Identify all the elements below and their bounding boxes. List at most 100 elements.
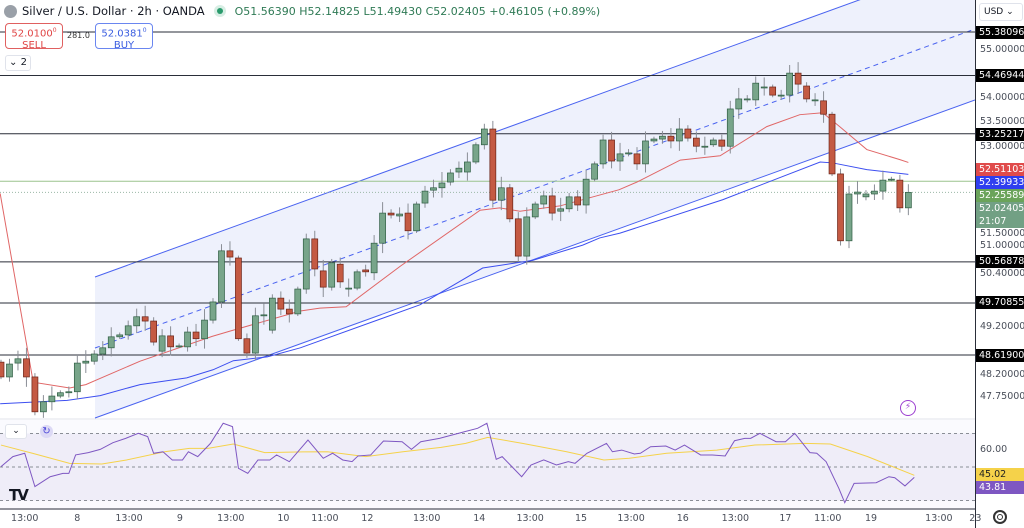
sell-button[interactable]: 52.01000 SELL xyxy=(5,23,63,51)
candle xyxy=(31,373,39,416)
settings-gear-icon[interactable] xyxy=(993,510,1007,524)
candle-body-down xyxy=(837,173,844,242)
candle xyxy=(794,62,802,95)
indicator-price-badge: 52.25589 xyxy=(976,188,1024,202)
candle xyxy=(269,294,276,334)
price-axis[interactable]: USD ⌄ 55.00000 54.00000 53.50000 53.00000 51… xyxy=(975,0,1024,528)
rsi-tick-label: 60.00 xyxy=(980,444,1008,456)
candle xyxy=(582,169,590,214)
candle xyxy=(421,185,429,208)
rsi-line xyxy=(0,422,915,504)
candle xyxy=(0,359,5,380)
candle-body-up xyxy=(328,262,336,288)
candle xyxy=(676,118,683,151)
candle-body-down xyxy=(684,128,692,139)
candle-body-up xyxy=(345,287,353,290)
candle xyxy=(854,181,861,204)
symbol-title[interactable]: Silver / U.S. Dollar · 2h · OANDA xyxy=(22,4,205,18)
candle xyxy=(565,193,573,213)
candle-body-up xyxy=(73,362,81,393)
time-tick-label: 8 xyxy=(74,513,81,524)
candle xyxy=(616,142,624,171)
candle-body-up xyxy=(701,145,709,148)
channel-lower-line[interactable] xyxy=(94,99,975,419)
price-tick-label: 54.00000 xyxy=(980,91,1024,103)
candle-body-down xyxy=(277,297,285,310)
candle-body-up xyxy=(845,193,853,242)
candle-body-down xyxy=(362,269,369,273)
rsi-ma-badge: 45.02 xyxy=(976,468,1024,482)
buy-button[interactable]: 52.03810 BUY xyxy=(95,23,153,51)
candle xyxy=(430,179,437,198)
refresh-icon[interactable]: ↻ xyxy=(40,425,53,438)
candle xyxy=(820,91,827,123)
level-price-badge: 53.25217 xyxy=(976,127,1024,141)
candle-body-down xyxy=(311,238,319,270)
price-tick-label: 51.50000 xyxy=(980,227,1024,239)
candle-body-down xyxy=(608,139,615,162)
candle xyxy=(82,350,90,373)
candle xyxy=(803,82,810,103)
candle xyxy=(879,170,887,200)
currency-dropdown[interactable]: USD ⌄ xyxy=(979,3,1023,21)
candle-body-up xyxy=(760,86,768,89)
candle-body-down xyxy=(769,86,777,96)
candle xyxy=(693,131,700,153)
candle-body-up xyxy=(413,203,420,232)
candle xyxy=(285,299,293,323)
level-price-badge: 49.70855 xyxy=(976,296,1024,310)
candle-body-down xyxy=(514,218,522,257)
lightning-icon[interactable]: ⚡ xyxy=(900,400,916,416)
candle-body-up xyxy=(57,392,64,397)
channel-upper-line[interactable] xyxy=(94,0,975,278)
candle-body-down xyxy=(226,250,234,258)
candle-body-up xyxy=(90,353,98,362)
candle xyxy=(828,111,836,177)
candle xyxy=(540,190,548,209)
candle-body-up xyxy=(294,288,302,315)
candle xyxy=(260,303,268,325)
candle xyxy=(464,152,471,181)
candle-body-up xyxy=(455,167,463,173)
ema-line xyxy=(0,112,909,389)
candle xyxy=(413,201,420,233)
time-tick-label: 13:00 xyxy=(721,513,750,524)
candle xyxy=(871,184,878,201)
candle-body-down xyxy=(31,376,39,413)
candle xyxy=(362,264,369,277)
candle-body-up xyxy=(370,242,378,274)
candle xyxy=(625,149,632,157)
candle-body-up xyxy=(260,314,268,317)
candle-body-up xyxy=(438,182,446,189)
candle-body-down xyxy=(167,335,174,348)
candle-body-up xyxy=(709,139,717,146)
price-tick-label: 48.20000 xyxy=(980,369,1024,381)
level-price-badge: 50.56878 xyxy=(976,255,1024,269)
candle-body-up xyxy=(871,190,878,195)
candle-body-down xyxy=(574,196,581,206)
time-tick-label: 13:00 xyxy=(412,513,441,524)
time-tick-label: 13:00 xyxy=(925,513,953,524)
candle xyxy=(862,190,870,201)
candle-body-down xyxy=(718,139,726,147)
candle-body-up xyxy=(472,144,480,163)
candle-body-up xyxy=(65,391,73,394)
rsi-collapse-button[interactable]: ⌄ xyxy=(5,424,27,439)
candle-body-up xyxy=(269,297,276,331)
price-tick-label: 50.40000 xyxy=(980,268,1024,280)
candle xyxy=(107,327,115,357)
candle-body-down xyxy=(336,263,344,283)
candle xyxy=(633,147,641,170)
time-tick-label: 16 xyxy=(676,513,689,524)
candle-body-up xyxy=(430,187,437,191)
indicators-collapse-button[interactable]: ⌄ 2 xyxy=(5,55,31,71)
candle-body-up xyxy=(107,336,115,349)
candle xyxy=(396,207,403,222)
candle xyxy=(896,174,904,213)
time-tick-label: 14 xyxy=(473,513,486,524)
candle xyxy=(684,125,692,142)
candle xyxy=(845,185,853,249)
candle xyxy=(777,89,785,100)
candle-body-up xyxy=(82,360,90,364)
price-chart[interactable] xyxy=(0,0,975,528)
